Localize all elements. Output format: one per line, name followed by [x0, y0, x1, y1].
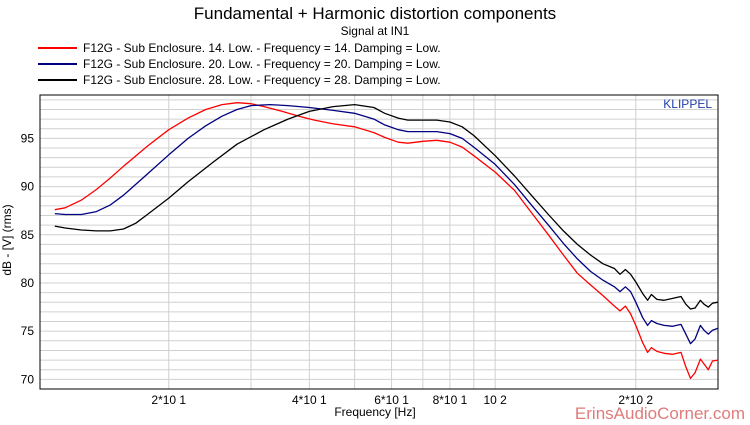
y-tick-label: 80 [21, 276, 35, 290]
y-axis-ticks: 70 75 80 85 90 95 [21, 131, 35, 386]
legend-label-1: F12G - Sub Enclosure. 14. Low. - Frequen… [83, 41, 441, 55]
watermark: ErinsAudioCorner.com [575, 404, 745, 423]
x-tick-label: 2*10 1 [151, 393, 186, 407]
y-tick-label: 90 [21, 180, 35, 194]
x-axis-ticks: 2*10 1 4*10 1 6*10 1 8*10 1 10 2 2*10 2 [151, 393, 653, 407]
y-tick-label: 95 [21, 131, 35, 145]
legend-label-2: F12G - Sub Enclosure. 20. Low. - Frequen… [83, 57, 441, 71]
series-line-1 [54, 102, 719, 380]
chart-subtitle: Signal at IN1 [341, 24, 410, 38]
y-tick-label: 85 [21, 228, 35, 242]
chart-title: Fundamental + Harmonic distortion compon… [194, 4, 556, 23]
legend-label-3: F12G - Sub Enclosure. 28. Low. - Frequen… [83, 73, 441, 87]
series-line-2 [54, 103, 719, 345]
series-group [54, 102, 719, 380]
plot-frame [39, 94, 719, 390]
grid [40, 95, 719, 390]
x-tick-label: 2*10 2 [618, 393, 653, 407]
y-axis-label: dB - [V] (rms) [0, 204, 14, 275]
x-tick-label: 6*10 1 [374, 393, 409, 407]
brand-label: KLIPPEL [663, 97, 712, 111]
x-tick-label: 4*10 1 [292, 393, 327, 407]
y-tick-label: 70 [21, 372, 35, 386]
x-axis-label: Frequency [Hz] [334, 405, 415, 419]
series-line-3 [54, 103, 719, 310]
x-tick-label: 8*10 1 [433, 393, 468, 407]
legend: F12G - Sub Enclosure. 14. Low. - Frequen… [38, 41, 441, 87]
x-tick-label: 10 2 [484, 393, 508, 407]
y-tick-label: 75 [21, 324, 35, 338]
